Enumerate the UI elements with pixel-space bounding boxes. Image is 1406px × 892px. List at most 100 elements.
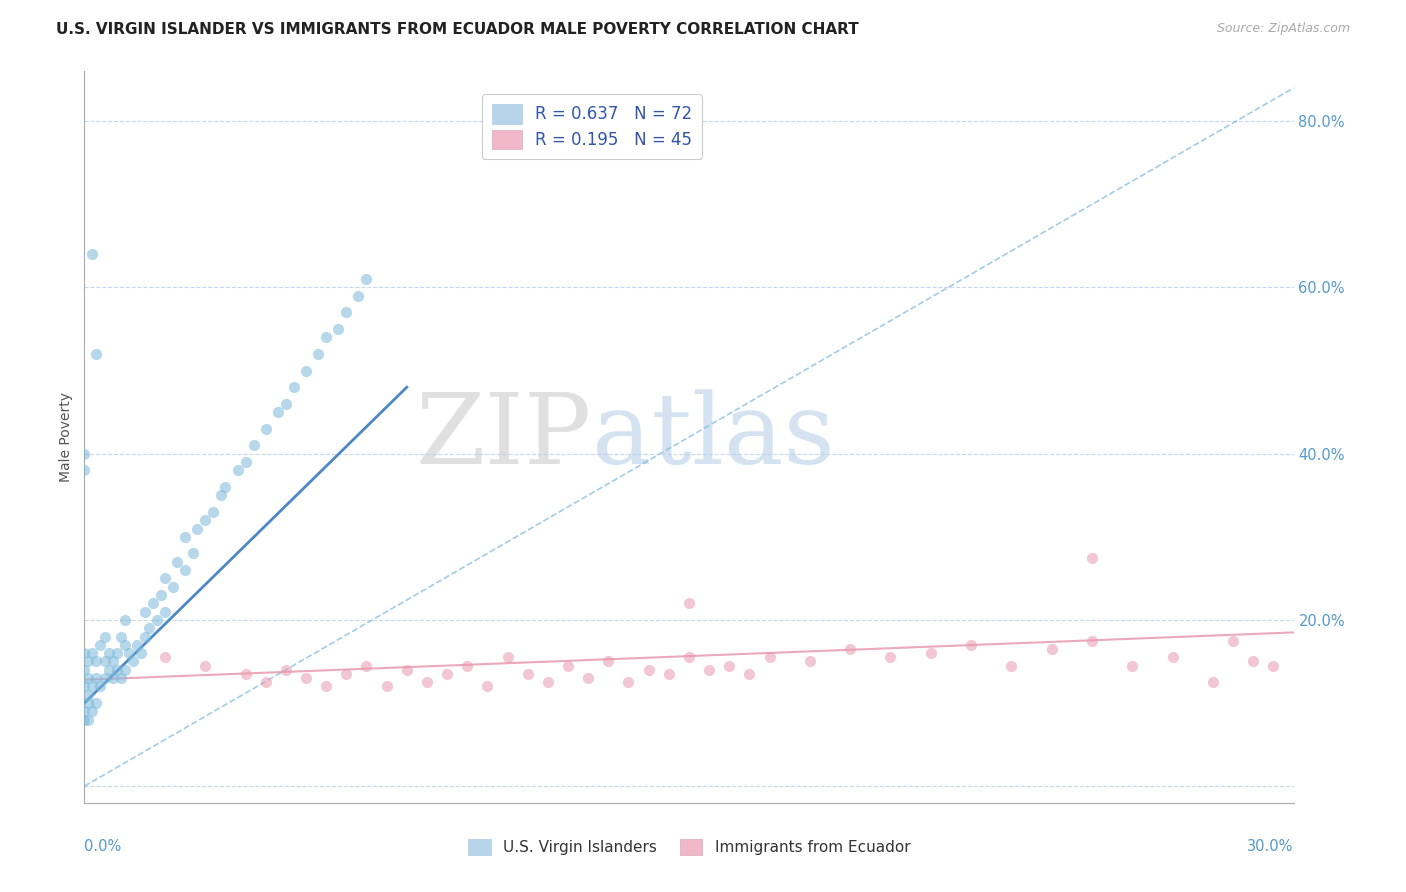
- Point: [516, 667, 538, 681]
- Point: [637, 663, 659, 677]
- Point: [1000, 658, 1022, 673]
- Point: [697, 663, 720, 677]
- Point: [86, 696, 108, 710]
- Point: [395, 663, 418, 677]
- Point: [879, 650, 901, 665]
- Point: [209, 488, 232, 502]
- Point: [235, 667, 257, 681]
- Point: [375, 680, 398, 694]
- Point: [194, 513, 217, 527]
- Legend: U.S. Virgin Islanders, Immigrants from Ecuador: U.S. Virgin Islanders, Immigrants from E…: [461, 833, 917, 861]
- Point: [121, 655, 143, 669]
- Text: atlas: atlas: [592, 389, 835, 485]
- Y-axis label: Male Poverty: Male Poverty: [59, 392, 73, 482]
- Point: [1040, 642, 1063, 657]
- Point: [598, 655, 620, 669]
- Point: [82, 705, 104, 719]
- Point: [129, 646, 152, 660]
- Point: [162, 580, 184, 594]
- Point: [73, 463, 96, 477]
- Point: [295, 363, 318, 377]
- Text: U.S. VIRGIN ISLANDER VS IMMIGRANTS FROM ECUADOR MALE POVERTY CORRELATION CHART: U.S. VIRGIN ISLANDER VS IMMIGRANTS FROM …: [56, 22, 859, 37]
- Point: [77, 696, 100, 710]
- Point: [105, 663, 128, 677]
- Point: [89, 680, 111, 694]
- Point: [960, 638, 983, 652]
- Text: 0.0%: 0.0%: [84, 839, 121, 855]
- Point: [315, 680, 337, 694]
- Point: [82, 680, 104, 694]
- Point: [274, 663, 297, 677]
- Point: [456, 658, 478, 673]
- Point: [110, 671, 132, 685]
- Point: [73, 705, 96, 719]
- Point: [114, 613, 136, 627]
- Point: [356, 658, 378, 673]
- Point: [86, 671, 108, 685]
- Point: [73, 663, 96, 677]
- Point: [134, 605, 156, 619]
- Point: [254, 675, 277, 690]
- Point: [153, 605, 176, 619]
- Point: [101, 671, 124, 685]
- Point: [295, 671, 318, 685]
- Point: [77, 713, 100, 727]
- Point: [758, 650, 780, 665]
- Point: [839, 642, 862, 657]
- Point: [82, 646, 104, 660]
- Point: [557, 658, 579, 673]
- Point: [274, 397, 297, 411]
- Point: [153, 571, 176, 585]
- Point: [1263, 658, 1285, 673]
- Point: [166, 555, 188, 569]
- Point: [235, 455, 257, 469]
- Point: [496, 650, 519, 665]
- Point: [242, 438, 264, 452]
- Point: [347, 289, 370, 303]
- Point: [315, 330, 337, 344]
- Point: [328, 322, 350, 336]
- Point: [283, 380, 305, 394]
- Point: [114, 663, 136, 677]
- Point: [477, 680, 499, 694]
- Point: [194, 658, 217, 673]
- Point: [1241, 655, 1264, 669]
- Point: [436, 667, 458, 681]
- Point: [101, 655, 124, 669]
- Point: [202, 505, 225, 519]
- Point: [307, 347, 329, 361]
- Point: [181, 546, 204, 560]
- Point: [142, 596, 165, 610]
- Point: [214, 480, 236, 494]
- Point: [73, 680, 96, 694]
- Point: [118, 646, 141, 660]
- Point: [73, 447, 96, 461]
- Point: [617, 675, 640, 690]
- Point: [114, 638, 136, 652]
- Point: [73, 713, 96, 727]
- Point: [356, 272, 378, 286]
- Point: [537, 675, 560, 690]
- Point: [678, 596, 700, 610]
- Point: [174, 530, 197, 544]
- Point: [738, 667, 761, 681]
- Point: [335, 305, 357, 319]
- Point: [82, 247, 104, 261]
- Point: [77, 671, 100, 685]
- Point: [77, 688, 100, 702]
- Point: [1222, 633, 1244, 648]
- Point: [718, 658, 741, 673]
- Point: [134, 630, 156, 644]
- Point: [267, 405, 290, 419]
- Point: [86, 655, 108, 669]
- Text: Source: ZipAtlas.com: Source: ZipAtlas.com: [1216, 22, 1350, 36]
- Point: [138, 621, 160, 635]
- Point: [1121, 658, 1143, 673]
- Point: [110, 630, 132, 644]
- Point: [226, 463, 249, 477]
- Point: [93, 655, 115, 669]
- Point: [97, 663, 120, 677]
- Point: [1161, 650, 1184, 665]
- Point: [93, 630, 115, 644]
- Point: [1081, 633, 1104, 648]
